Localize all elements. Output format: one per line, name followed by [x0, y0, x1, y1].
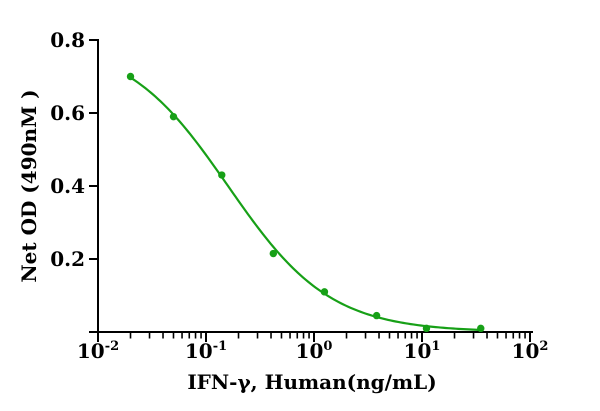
y-tick-label: 0.4 [50, 174, 85, 198]
plot-area: 10-2 10-1 100 101 102 0.2 0.4 0.6 0.8 [50, 28, 548, 363]
data-point [372, 311, 381, 320]
data-point [320, 288, 329, 296]
x-tick-label: 102 [512, 339, 549, 363]
fit-curve [129, 76, 482, 332]
data-point [169, 112, 178, 121]
x-tick-label: 10-1 [185, 339, 227, 363]
data-point [477, 324, 485, 333]
data-point [422, 324, 431, 333]
data-point [126, 72, 135, 81]
y-tick-label: 0.6 [50, 101, 85, 125]
y-tick-label: 0.8 [50, 28, 85, 52]
data-point [269, 249, 278, 258]
y-axis-label: Net OD (490nM ) [17, 89, 41, 282]
x-tick-label: 100 [296, 339, 333, 363]
data-point [218, 171, 226, 179]
x-tick-label: 101 [404, 339, 441, 363]
x-tick-label: 10-2 [77, 339, 119, 363]
x-axis-label: IFN-γ, Human(ng/mL) [187, 370, 436, 394]
y-tick-label: 0.2 [50, 247, 85, 271]
